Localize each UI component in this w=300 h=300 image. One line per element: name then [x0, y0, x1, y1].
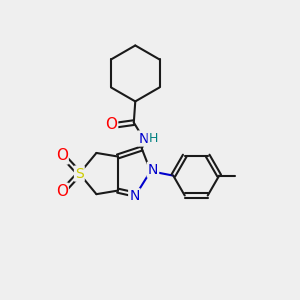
Text: O: O	[56, 184, 68, 199]
Text: O: O	[56, 148, 68, 164]
Text: N: N	[138, 131, 149, 146]
Text: H: H	[148, 132, 158, 145]
Text: N: N	[129, 189, 140, 203]
Text: N: N	[148, 163, 158, 177]
Text: O: O	[105, 117, 117, 132]
Text: S: S	[75, 167, 84, 181]
